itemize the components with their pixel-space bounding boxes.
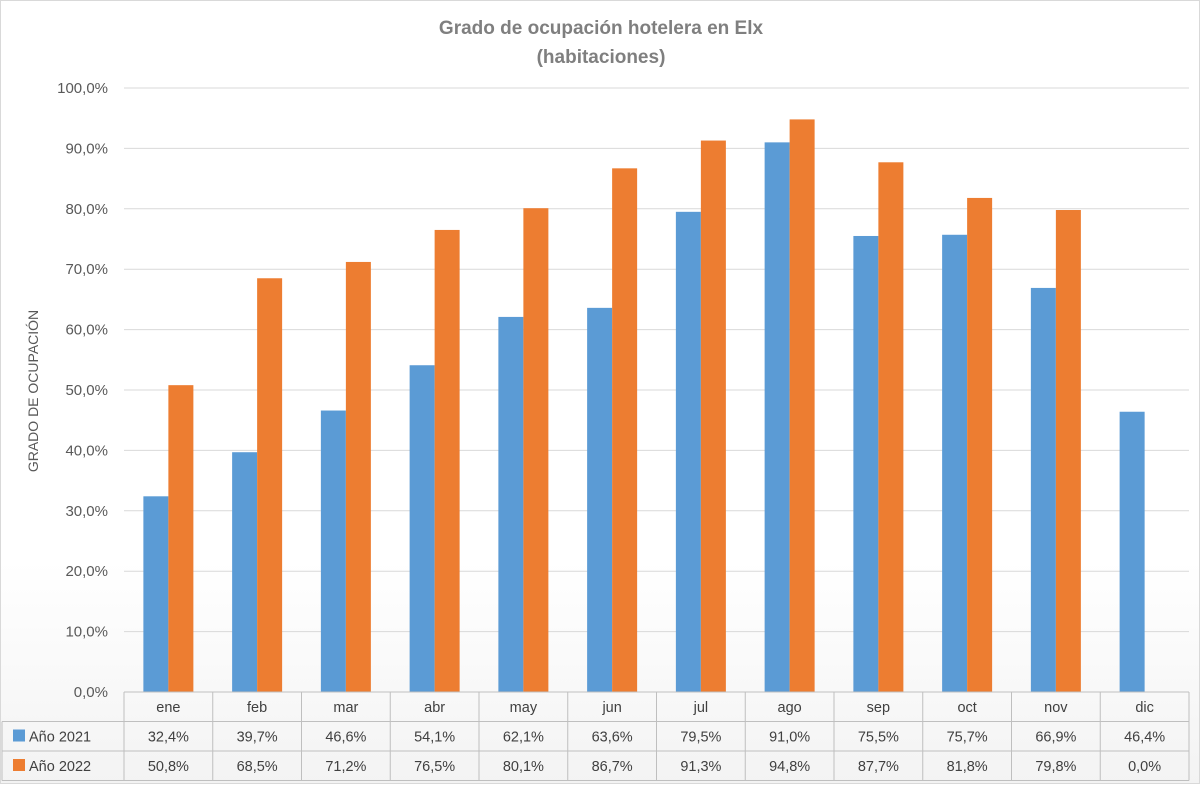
bar-a-o-2021-abr <box>409 365 435 692</box>
bar-a-o-2021-ene <box>143 496 169 692</box>
x-category-label: jun <box>601 700 621 716</box>
bar-a-o-2021-jun <box>587 307 613 692</box>
gridlines <box>124 87 1189 633</box>
bar-a-o-2021-dic <box>1119 411 1145 692</box>
bar-a-o-2022-oct <box>967 197 993 693</box>
y-tick-label: 60,0% <box>65 322 108 339</box>
bar-a-o-2022-sep <box>878 162 904 693</box>
data-label: 76,5% <box>414 759 455 775</box>
y-tick-label: 30,0% <box>65 503 108 520</box>
y-tick-label: 10,0% <box>65 624 108 641</box>
y-tick-label: 20,0% <box>65 563 108 580</box>
x-category-label: ene <box>156 700 180 716</box>
data-label: 66,9% <box>1035 730 1076 746</box>
data-label: 68,5% <box>237 759 278 775</box>
bar-a-o-2022-jul <box>700 140 726 693</box>
data-label: 71,2% <box>325 759 366 775</box>
x-category-label: mar <box>333 700 358 716</box>
chart-title: Grado de ocupación hotelera en Elx <box>439 18 764 39</box>
x-category-label: sep <box>867 700 890 716</box>
y-axis-ticks: 0,0% 10,0% 20,0% 30,0% 40,0% 50,0% 60,0% 70,0% 8… <box>57 80 108 701</box>
bar-a-o-2021-ago <box>764 142 790 693</box>
data-label: 79,5% <box>680 730 721 746</box>
bar-a-o-2022-abr <box>434 229 460 692</box>
data-table: ene feb mar abr may jun jul ago sep oct nov dic Año … <box>1 691 1190 781</box>
bar-a-o-2021-jul <box>675 211 701 692</box>
data-label: 0,0% <box>1128 759 1161 775</box>
x-category-label: feb <box>247 700 267 716</box>
data-label: 46,6% <box>325 730 366 746</box>
y-tick-label: 40,0% <box>65 442 108 459</box>
x-category-label: oct <box>957 700 976 716</box>
bar-a-o-2021-may <box>498 316 524 692</box>
bar-a-o-2021-sep <box>853 235 879 693</box>
y-tick-label: 90,0% <box>65 140 108 157</box>
y-axis-label: GRADO DE OCUPACIÓN <box>25 310 41 472</box>
bar-a-o-2022-ago <box>789 119 815 692</box>
bar-a-o-2022-mar <box>345 261 371 692</box>
data-label: 91,0% <box>769 730 810 746</box>
legend-swatch <box>13 759 25 771</box>
data-label: 39,7% <box>237 730 278 746</box>
x-category-label: dic <box>1135 700 1154 716</box>
x-category-label: nov <box>1044 700 1068 716</box>
bar-a-o-2021-feb <box>232 452 258 692</box>
bar-a-o-2022-ene <box>168 385 194 692</box>
bar-a-o-2021-nov <box>1030 287 1056 692</box>
bar-a-o-2021-mar <box>320 410 346 692</box>
x-category-label: ago <box>778 700 802 716</box>
data-label: 54,1% <box>414 730 455 746</box>
legend-entry: Año 2021 <box>29 730 91 746</box>
y-tick-label: 70,0% <box>65 261 108 278</box>
x-category-label: abr <box>424 700 445 716</box>
bar-a-o-2022-feb <box>257 278 283 692</box>
data-label: 91,3% <box>680 759 721 775</box>
chart-subtitle: (habitaciones) <box>537 47 666 68</box>
data-label: 87,7% <box>858 759 899 775</box>
data-label: 46,4% <box>1124 730 1165 746</box>
data-label: 62,1% <box>503 730 544 746</box>
x-category-label: jul <box>693 700 709 716</box>
bar-a-o-2021-oct <box>942 234 968 692</box>
data-label: 75,5% <box>858 730 899 746</box>
y-tick-label: 0,0% <box>74 684 108 701</box>
legend-entry: Año 2022 <box>29 759 91 775</box>
data-label: 32,4% <box>148 730 189 746</box>
bar-a-o-2022-nov <box>1055 210 1081 692</box>
y-tick-label: 80,0% <box>65 201 108 218</box>
data-label: 50,8% <box>148 759 189 775</box>
bar-a-o-2022-jun <box>612 168 638 692</box>
data-label: 94,8% <box>769 759 810 775</box>
bar-a-o-2022-may <box>523 208 549 693</box>
data-label: 86,7% <box>592 759 633 775</box>
legend-swatch <box>13 729 25 742</box>
data-label: 79,8% <box>1035 759 1076 775</box>
bars <box>143 119 1145 693</box>
data-label: 80,1% <box>503 759 544 775</box>
data-label: 75,7% <box>947 730 988 746</box>
y-tick-label: 50,0% <box>65 382 108 399</box>
data-label: 63,6% <box>592 730 633 746</box>
x-category-label: may <box>510 700 538 716</box>
data-label: 81,8% <box>947 759 988 775</box>
y-tick-label: 100,0% <box>57 80 108 97</box>
